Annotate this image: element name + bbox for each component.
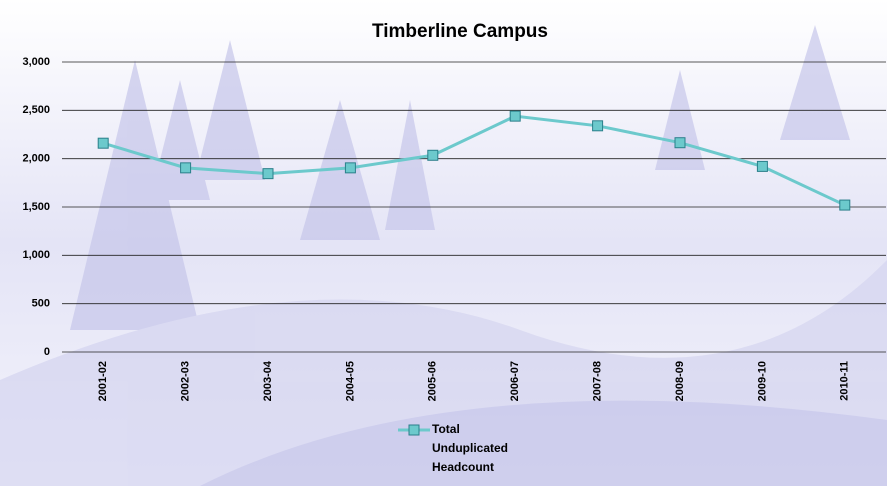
- legend: Total Unduplicated Headcount: [396, 420, 532, 477]
- legend-key: [398, 424, 430, 436]
- marker: [180, 162, 192, 174]
- marker: [756, 160, 768, 172]
- x-tick-label: 2010-11: [839, 361, 851, 401]
- x-tick-label: 2002-03: [180, 361, 192, 401]
- y-tick-label: 3,000: [22, 56, 50, 68]
- y-tick-label: 0: [44, 346, 50, 358]
- marker: [509, 110, 521, 122]
- marker: [262, 168, 274, 180]
- x-tick-label: 2009-10: [756, 361, 768, 401]
- x-tick-label: 2008-09: [674, 361, 686, 401]
- data-line: [102, 114, 846, 207]
- x-tick-label: 2003-04: [262, 360, 274, 401]
- x-tick-label: 2001-02: [97, 361, 109, 401]
- marker: [344, 162, 356, 174]
- y-tick-label: 1,500: [22, 201, 50, 213]
- marker: [674, 137, 686, 149]
- y-tick-label: 2,500: [22, 104, 50, 116]
- marker: [592, 120, 604, 132]
- y-tick-label: 500: [32, 298, 50, 310]
- x-tick-label: 2007-08: [592, 361, 604, 401]
- x-tick-label: 2004-05: [344, 361, 356, 401]
- x-tick-label: 2005-06: [427, 361, 439, 401]
- marker: [427, 149, 439, 161]
- legend-label: Total Unduplicated Headcount: [432, 422, 509, 474]
- decoration: [0, 25, 887, 486]
- marker: [839, 199, 851, 211]
- marker: [97, 137, 109, 149]
- marker: [408, 424, 420, 436]
- chart-title: Timberline Campus: [372, 21, 548, 42]
- x-tick-label: 2006-07: [509, 361, 521, 401]
- y-tick-label: 1,000: [22, 249, 50, 261]
- y-tick-label: 2,000: [22, 153, 50, 165]
